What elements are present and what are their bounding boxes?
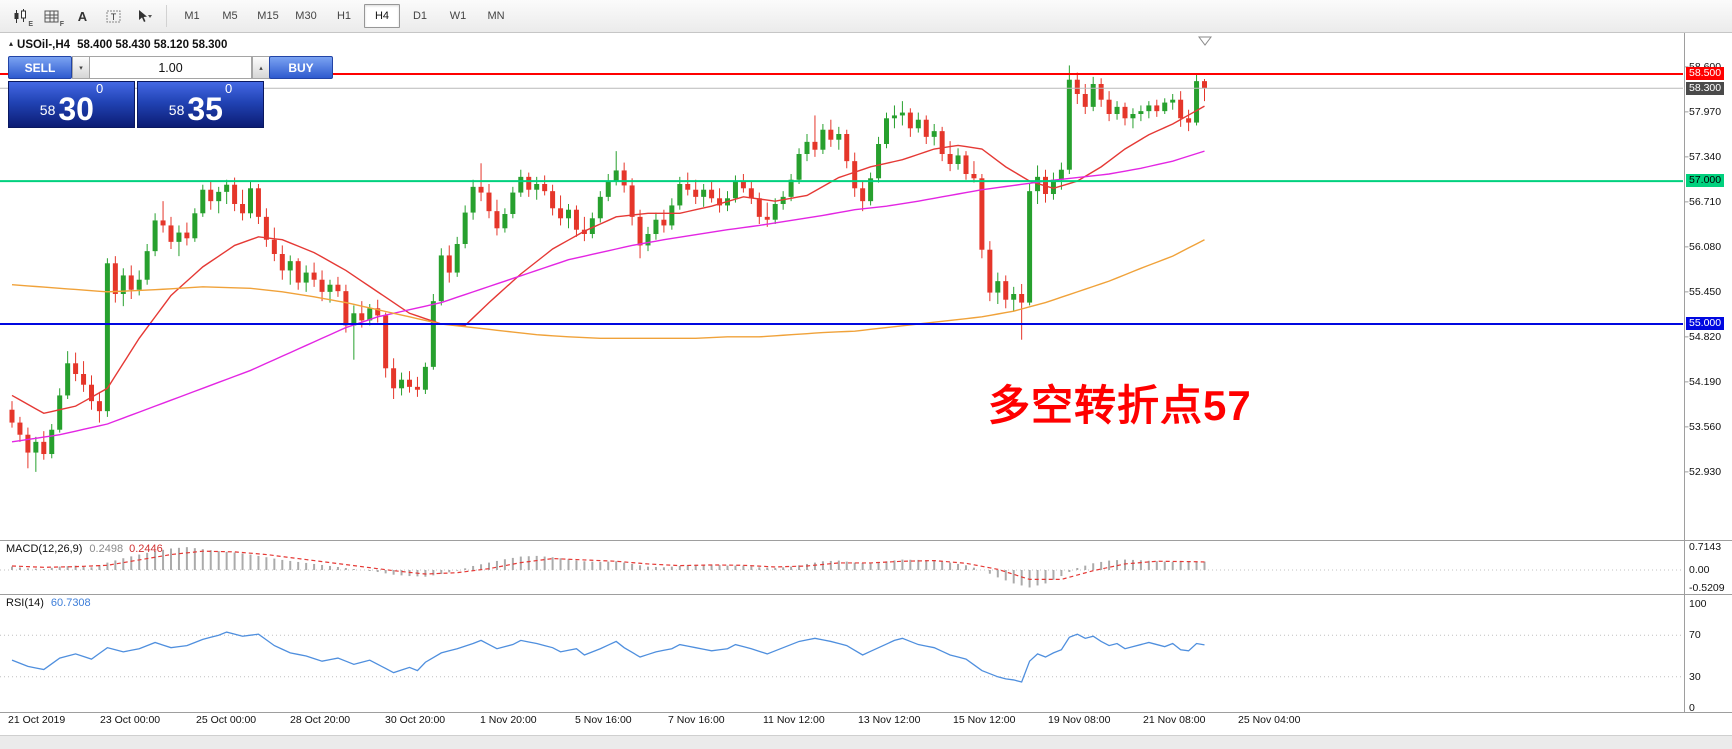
time-label: 25 Nov 04:00 [1238, 714, 1301, 726]
grid-icon[interactable]: F [37, 3, 66, 29]
cursor-tool-icon[interactable] [130, 3, 159, 29]
rsi-indicator-label: RSI(14) 60.7308 [6, 597, 91, 609]
price-tick-label: 53.560 [1689, 420, 1722, 433]
candlestick-chart-icon[interactable]: E [6, 3, 35, 29]
price-tick-label: 57.340 [1689, 150, 1722, 163]
macd-name: MACD(12,26,9) [6, 543, 83, 555]
symbol-title: USOil-,H4 [17, 39, 71, 51]
sell-button[interactable]: SELL [8, 56, 72, 79]
ask-price-prefix: 58 [168, 102, 185, 118]
rsi-axis-label: 70 [1689, 629, 1701, 642]
bid-price-big-digits: 30 [58, 90, 94, 127]
timeframe-button-h1[interactable]: H1 [336, 10, 352, 22]
ask-price-display[interactable]: 58 35 0 [137, 81, 264, 128]
timeframe-button-group: M1 M5 M15 M30 H1 H4 D1 W1 MN [173, 4, 515, 28]
bid-price-prefix: 58 [39, 102, 56, 118]
macd-axis-label: 0.7143 [1689, 541, 1722, 553]
time-label: 11 Nov 12:00 [763, 714, 825, 726]
macd-signal-value: 0.2446 [129, 543, 163, 555]
support-line-badge: 57.000 [1686, 174, 1725, 188]
timeframe-button-h4[interactable]: H4 [364, 4, 400, 28]
time-label: 1 Nov 20:00 [480, 714, 537, 726]
time-label: 7 Nov 16:00 [668, 714, 725, 726]
time-label: 5 Nov 16:00 [575, 714, 632, 726]
bid-price-pip-digit: 0 [95, 81, 104, 96]
collapse-triangle-icon[interactable]: ▴ [9, 39, 14, 48]
timeframe-button-d1[interactable]: D1 [412, 10, 428, 22]
icon-sub-label: E [28, 21, 33, 28]
resistance-line-badge: 58.500 [1686, 67, 1725, 80]
support-line-badge: 55.000 [1686, 317, 1725, 330]
volume-input[interactable] [89, 56, 252, 79]
rsi-axis-label: 0 [1689, 702, 1695, 714]
ask-price-pip-digit: 0 [224, 81, 233, 96]
macd-main-value: 0.2498 [89, 543, 124, 555]
bid-price-display[interactable]: 58 30 0 [8, 81, 135, 128]
time-label: 25 Oct 00:00 [196, 714, 257, 726]
price-tick-label: 54.190 [1689, 375, 1722, 388]
text-tool-icon[interactable]: A [77, 8, 88, 24]
ask-price-big-digits: 35 [187, 90, 223, 127]
macd-indicator-label: MACD(12,26,9) 0.2498 0.2446 [6, 543, 163, 555]
time-label: 13 Nov 12:00 [858, 714, 921, 726]
time-label: 28 Oct 20:00 [290, 714, 351, 726]
timeframe-button-mn[interactable]: MN [487, 10, 505, 22]
chart-annotation-text: 多空转折点57 [988, 382, 1252, 429]
rsi-axis-label: 30 [1689, 670, 1701, 683]
price-tick-label: 56.080 [1689, 240, 1722, 253]
time-label: 19 Nov 08:00 [1048, 714, 1111, 726]
window-bottom-edge [0, 735, 1732, 749]
timeframe-button-m1[interactable]: M1 [184, 10, 200, 22]
timeframe-button-w1[interactable]: W1 [449, 10, 467, 22]
one-click-trade-panel: SELL ▾ ▴ BUY 58 30 0 58 35 0 [8, 56, 333, 128]
price-tick-label: 55.450 [1689, 285, 1722, 298]
current-price-badge: 58.300 [1686, 82, 1725, 96]
time-label: 15 Nov 12:00 [953, 714, 1016, 726]
rsi-axis-label: 100 [1689, 598, 1707, 610]
toolbar: E F A T M1 M5 M15 M30 H1 H4 D1 W1 MN [0, 0, 1732, 33]
timeframe-button-m5[interactable]: M5 [222, 10, 238, 22]
time-label: 30 Oct 20:00 [385, 714, 446, 726]
time-label: 23 Oct 00:00 [100, 714, 161, 726]
time-label: 21 Nov 08:00 [1143, 714, 1206, 726]
rsi-value: 60.7308 [50, 597, 91, 609]
price-tick-label: 57.970 [1689, 105, 1722, 118]
macd-axis-label: -0.5209 [1689, 581, 1725, 594]
timeframe-button-m30[interactable]: M30 [295, 10, 317, 22]
volume-decrease-button[interactable]: ▾ [72, 56, 90, 79]
macd-axis-label: 0.00 [1689, 564, 1710, 576]
price-tick-label: 52.930 [1689, 465, 1722, 478]
price-tick-label: 54.820 [1689, 330, 1722, 343]
buy-button[interactable]: BUY [269, 56, 333, 79]
textbox-tool-icon[interactable]: T [99, 3, 128, 29]
icon-sub-label: F [59, 21, 64, 28]
toolbar-separator [166, 5, 167, 27]
rsi-name: RSI(14) [6, 597, 44, 609]
symbol-header: ▴ USOil-,H4 58.400 58.430 58.120 58.300 [9, 39, 227, 51]
symbol-ohlc-values: 58.400 58.430 58.120 58.300 [77, 39, 228, 51]
timeframe-button-m15[interactable]: M15 [257, 10, 279, 22]
svg-text:T: T [111, 12, 117, 22]
price-tick-label: 56.710 [1689, 195, 1722, 208]
time-label: 21 Oct 2019 [8, 714, 66, 726]
volume-increase-button[interactable]: ▴ [252, 56, 270, 79]
